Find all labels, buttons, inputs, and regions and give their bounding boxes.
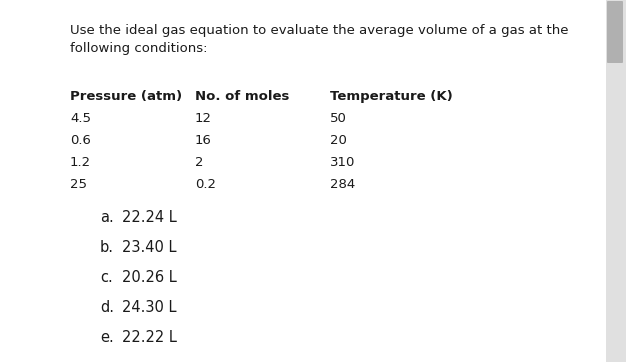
Text: 2: 2 (195, 156, 203, 169)
Text: 1.2: 1.2 (70, 156, 91, 169)
Text: 0.2: 0.2 (195, 178, 216, 191)
Text: following conditions:: following conditions: (70, 42, 207, 55)
Text: 16: 16 (195, 134, 212, 147)
Text: 0.6: 0.6 (70, 134, 91, 147)
Text: c.: c. (100, 270, 113, 285)
Text: d.: d. (100, 300, 114, 315)
Text: 23.40 L: 23.40 L (122, 240, 177, 255)
Text: 22.22 L: 22.22 L (122, 330, 177, 345)
Text: 20: 20 (330, 134, 347, 147)
Text: 22.24 L: 22.24 L (122, 210, 177, 225)
Text: 4.5: 4.5 (70, 112, 91, 125)
Text: 284: 284 (330, 178, 355, 191)
Text: b.: b. (100, 240, 114, 255)
Text: 24.30 L: 24.30 L (122, 300, 177, 315)
Text: Temperature (K): Temperature (K) (330, 90, 453, 103)
Text: No. of moles: No. of moles (195, 90, 289, 103)
Text: Pressure (atm): Pressure (atm) (70, 90, 182, 103)
Bar (606, 0, 626, 362)
Text: e.: e. (100, 330, 114, 345)
Text: 310: 310 (330, 156, 356, 169)
Text: 50: 50 (330, 112, 347, 125)
Text: Use the ideal gas equation to evaluate the average volume of a gas at the: Use the ideal gas equation to evaluate t… (70, 24, 568, 37)
Text: 25: 25 (70, 178, 87, 191)
FancyBboxPatch shape (607, 1, 623, 63)
Text: 20.26 L: 20.26 L (122, 270, 177, 285)
Text: 12: 12 (195, 112, 212, 125)
Text: a.: a. (100, 210, 114, 225)
